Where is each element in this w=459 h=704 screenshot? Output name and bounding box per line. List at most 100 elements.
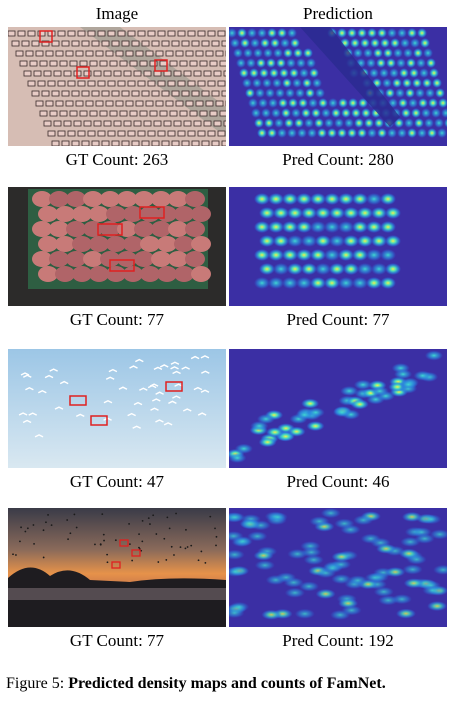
density-blob [406, 554, 427, 565]
density-blob [310, 277, 326, 289]
density-blob [315, 235, 331, 247]
density-blob [246, 58, 256, 68]
seat [45, 100, 54, 107]
peach [140, 266, 160, 282]
density-blob [426, 58, 436, 68]
density-blob [283, 48, 293, 58]
bird [204, 562, 207, 564]
seat [57, 30, 66, 37]
density-blob [265, 88, 275, 98]
seat [165, 50, 174, 57]
seat [115, 100, 124, 107]
seat [147, 130, 156, 137]
seat [89, 60, 98, 67]
density-blob [406, 58, 416, 68]
density-blob [385, 235, 401, 247]
density-blob [265, 427, 284, 438]
bird [139, 387, 148, 391]
density-blob [252, 78, 262, 88]
peach [134, 191, 154, 207]
peach [83, 251, 103, 267]
gt-count: GT Count: 263 [66, 150, 169, 169]
density-blob [340, 386, 359, 397]
density-blob [229, 512, 246, 523]
bird [66, 519, 69, 521]
seat [175, 100, 184, 107]
density-blob [236, 58, 246, 68]
bird [170, 545, 173, 548]
bird [179, 546, 182, 549]
density-blob [254, 221, 270, 233]
density-blob [239, 68, 249, 78]
seat [25, 50, 34, 57]
seat [207, 80, 216, 87]
peach [134, 251, 154, 267]
seat [51, 140, 60, 146]
seat [75, 50, 84, 57]
seat [31, 40, 40, 47]
density-blob [279, 68, 289, 78]
bird [20, 526, 22, 529]
seat [113, 70, 122, 77]
density-blob [273, 263, 289, 275]
density-blob [306, 407, 325, 418]
density-blob [389, 68, 399, 78]
seat [57, 130, 66, 137]
density-blob [259, 207, 275, 219]
bird [215, 535, 218, 538]
bird [106, 561, 109, 564]
image-panel [8, 349, 226, 468]
density-blob [380, 277, 396, 289]
gt-count: GT Count: 77 [70, 631, 165, 650]
density-blob [320, 508, 341, 519]
density-blob [278, 98, 288, 108]
seat [117, 130, 126, 137]
density-blob [234, 443, 253, 454]
seat [183, 120, 192, 127]
density-blob [276, 58, 286, 68]
peach [134, 221, 154, 237]
density-blob [271, 108, 281, 118]
seat [77, 30, 86, 37]
seat [77, 130, 86, 137]
image-panel [8, 27, 226, 146]
density-blob [296, 277, 312, 289]
seat [117, 30, 126, 37]
density-blob [284, 118, 294, 128]
seat [19, 60, 28, 67]
seat [65, 100, 74, 107]
density-blob [273, 207, 289, 219]
seat [201, 140, 210, 146]
peach [174, 236, 194, 252]
density-blob [393, 48, 403, 58]
peach [38, 206, 58, 222]
density-blob [327, 128, 337, 138]
density-blob [229, 452, 247, 463]
density-blob [357, 28, 367, 38]
density-blob [370, 386, 389, 397]
seat [197, 80, 206, 87]
density-blob [428, 98, 438, 108]
density-blob [254, 249, 270, 261]
seat [33, 70, 42, 77]
density-blob [247, 531, 268, 542]
density-blob [259, 235, 275, 247]
bird [155, 533, 158, 535]
density-blob [367, 128, 377, 138]
seat [217, 130, 226, 137]
mist [8, 588, 226, 600]
density-blob [364, 118, 374, 128]
seat [79, 60, 88, 67]
bird [114, 539, 117, 542]
seat [171, 140, 180, 146]
seat [11, 40, 20, 47]
peach [49, 251, 69, 267]
density-blob [290, 38, 300, 48]
density-blob [240, 38, 250, 48]
peach [32, 251, 52, 267]
seat [61, 90, 70, 97]
peach [89, 266, 109, 282]
peach [151, 191, 171, 207]
density-blob [291, 108, 301, 118]
peach [123, 236, 143, 252]
